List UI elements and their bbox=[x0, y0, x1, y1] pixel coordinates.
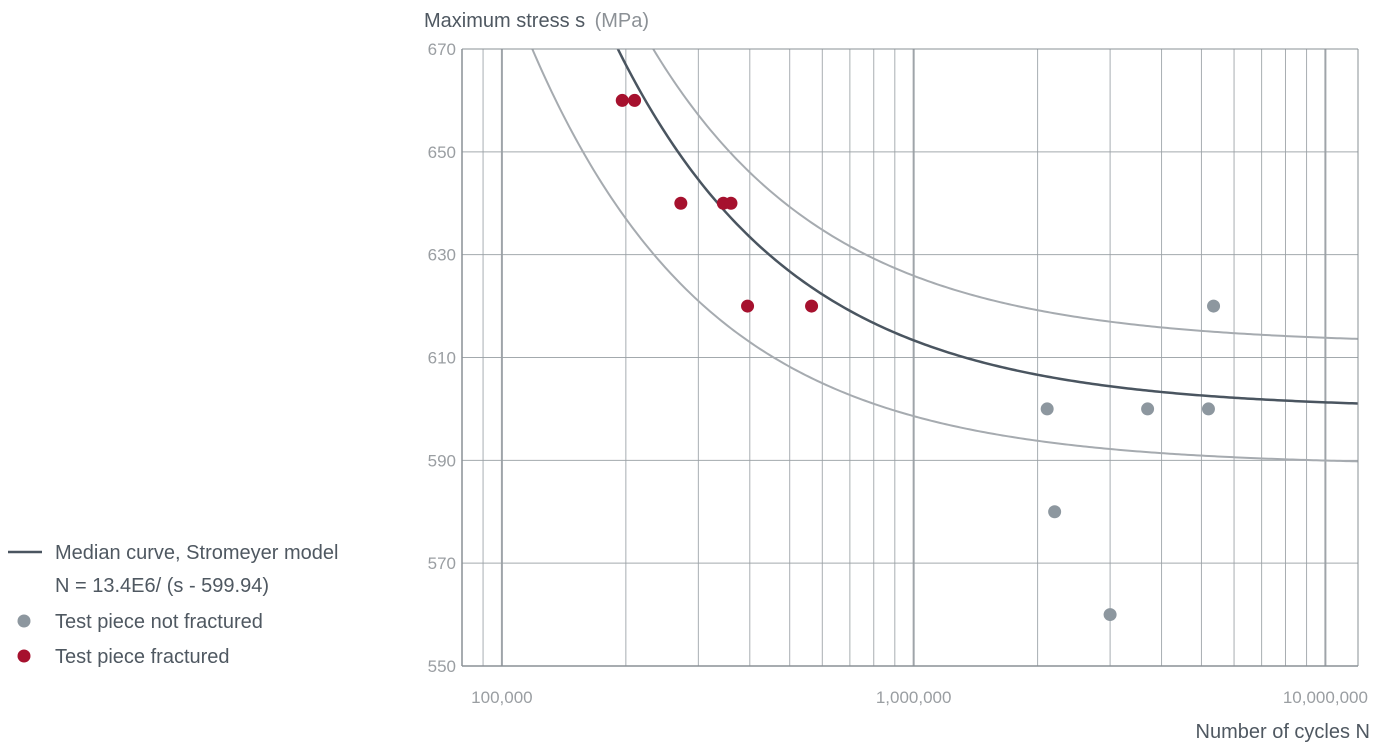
upper-band-curve bbox=[652, 49, 1358, 340]
x-tick-label: 10,000,000 bbox=[1283, 688, 1368, 707]
y-axis-title: Maximum stress s (MPa) bbox=[424, 10, 649, 32]
axes-group: 550 570 590 610 630 650 670 100,000 1,000,000 10,… bbox=[428, 40, 1368, 707]
point-group bbox=[615, 93, 1221, 622]
y-tick-label: 550 bbox=[428, 657, 456, 676]
legend-median-label: Median curve, Stromeyer model bbox=[55, 542, 338, 564]
y-tick-label: 610 bbox=[428, 349, 456, 368]
x-axis-title: Number of cycles N bbox=[1196, 721, 1371, 743]
lower-band-curve bbox=[531, 49, 1358, 463]
fractured-point bbox=[628, 93, 642, 107]
not-fractured-point bbox=[1048, 505, 1062, 519]
fractured-point bbox=[805, 299, 819, 313]
not-fractured-point bbox=[1141, 402, 1155, 416]
not-fractured-point bbox=[1207, 299, 1221, 313]
legend-not-fractured-label: Test piece not fractured bbox=[55, 611, 263, 633]
curve-group bbox=[531, 49, 1358, 463]
fractured-point bbox=[674, 196, 688, 210]
not-fractured-point bbox=[1040, 402, 1054, 416]
y-tick-label: 670 bbox=[428, 40, 456, 59]
legend-equation: N = 13.4E6/ (s - 599.94) bbox=[55, 575, 269, 597]
y-tick-label: 630 bbox=[428, 246, 456, 265]
median-curve bbox=[616, 49, 1358, 405]
not-fractured-point bbox=[1201, 402, 1215, 416]
fractured-point bbox=[724, 196, 738, 210]
legend-not-fractured-marker bbox=[17, 614, 31, 628]
x-tick-label: 100,000 bbox=[471, 688, 532, 707]
legend-fractured-label: Test piece fractured bbox=[55, 646, 230, 668]
y-tick-label: 570 bbox=[428, 554, 456, 573]
grid-lines bbox=[461, 48, 1358, 667]
fractured-point bbox=[741, 299, 755, 313]
legend: Median curve, Stromeyer model N = 13.4E6… bbox=[8, 542, 338, 668]
y-tick-label: 590 bbox=[428, 451, 456, 470]
x-tick-label: 1,000,000 bbox=[876, 688, 952, 707]
not-fractured-point bbox=[1103, 608, 1117, 622]
legend-fractured-marker bbox=[17, 649, 31, 663]
fractured-point bbox=[615, 93, 629, 107]
y-tick-label: 650 bbox=[428, 143, 456, 162]
